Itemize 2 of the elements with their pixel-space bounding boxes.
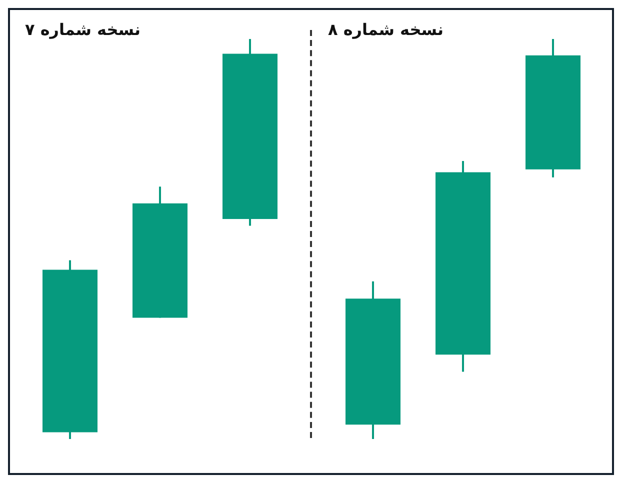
chart-title: نسخه شماره ۷ (25, 20, 141, 39)
chart-title: نسخه شماره ۸ (328, 20, 444, 39)
